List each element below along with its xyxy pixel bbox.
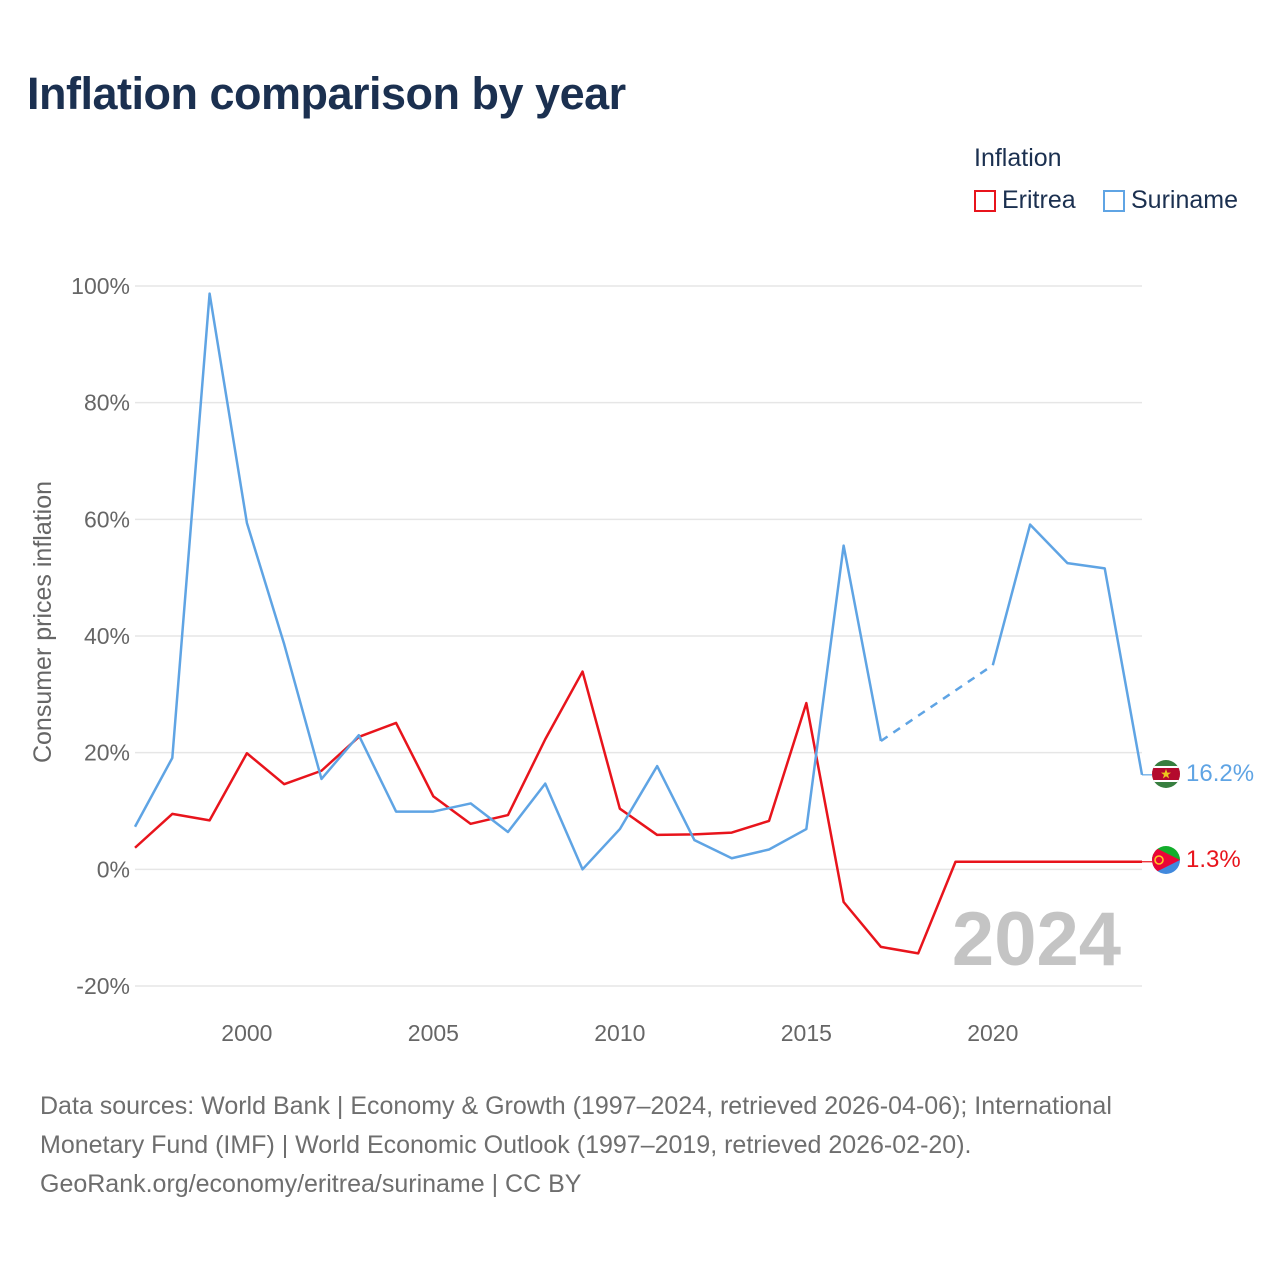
grid-lines: [135, 285, 1142, 987]
x-axis-ticks: 2000 2005 2010 2015 2020: [221, 1020, 1018, 1046]
series-gap-suriname: [880, 664, 994, 743]
legend-item-suriname[interactable]: Suriname: [1103, 186, 1238, 215]
eritrea-flag-icon: [1152, 846, 1180, 874]
data-sources: Data sources: World Bank | Economy & Gro…: [40, 1087, 1240, 1204]
series-line-suriname[interactable]: [133, 292, 883, 871]
legend-label-suriname: Suriname: [1131, 186, 1238, 214]
legend-item-eritrea[interactable]: Eritrea: [974, 186, 1076, 215]
legend-swatch-eritrea: [974, 189, 996, 212]
y-axis-label: Consumer prices inflation: [29, 481, 57, 763]
eritrea-end-label: 1.3%: [1186, 846, 1241, 873]
x-tick-label: 2020: [967, 1020, 1018, 1046]
chart-title: Inflation comparison by year: [27, 68, 626, 119]
y-tick-label: -20%: [76, 973, 130, 999]
series-line-suriname[interactable]: [991, 523, 1144, 776]
series-lines: [133, 292, 1152, 955]
suriname-end-label: 16.2%: [1186, 760, 1254, 787]
x-tick-label: 2000: [221, 1020, 272, 1046]
sources-line-1: Data sources: World Bank | Economy & Gro…: [40, 1092, 1112, 1120]
sources-line-2: Monetary Fund (IMF) | World Economic Out…: [40, 1131, 972, 1159]
legend-swatch-suriname: [1103, 189, 1125, 212]
y-tick-label: 80%: [84, 390, 130, 416]
series-line-eritrea[interactable]: [134, 670, 1142, 955]
line-chart: -20%0%20%40%60%80%100% 2000 2005 2010 2015 2…: [29, 273, 1254, 1046]
y-tick-label: 20%: [84, 740, 130, 766]
sources-line-3[interactable]: GeoRank.org/economy/eritrea/suriname | C…: [40, 1170, 582, 1198]
legend-title: Inflation: [974, 144, 1062, 172]
x-tick-label: 2015: [781, 1020, 832, 1046]
y-axis-ticks: -20% 0% 20% 40% 60% 80% 100%: [71, 273, 130, 999]
y-tick-label: 60%: [84, 506, 130, 532]
x-tick-label: 2010: [594, 1020, 645, 1046]
x-tick-label: 2005: [408, 1020, 459, 1046]
y-tick-label: 0%: [97, 856, 130, 882]
y-tick-label: 40%: [84, 623, 130, 649]
suriname-flag-icon: [1152, 760, 1180, 788]
y-tick-label: 100%: [71, 273, 130, 299]
year-watermark: 2024: [952, 897, 1121, 982]
legend-label-eritrea: Eritrea: [1002, 186, 1076, 214]
